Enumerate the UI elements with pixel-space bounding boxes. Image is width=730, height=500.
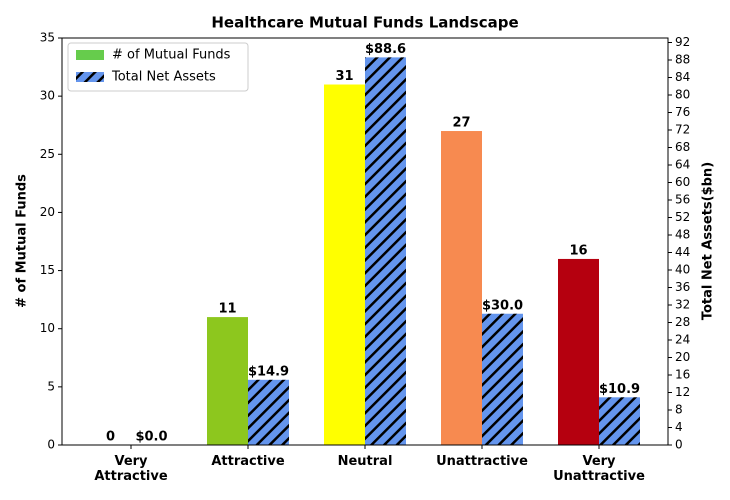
- y2-tick-label: 60: [675, 175, 690, 189]
- y2-tick-label: 68: [675, 140, 690, 154]
- legend-swatch-hatch: [76, 72, 104, 82]
- y2-tick-label: 76: [675, 105, 690, 119]
- y2-tick-label: 8: [675, 403, 683, 417]
- y-tick-label: 0: [47, 438, 55, 452]
- data-label: 11: [218, 302, 236, 317]
- y2-tick-label: 88: [675, 53, 690, 67]
- y-tick-label: 25: [40, 147, 55, 161]
- bar: [207, 317, 248, 445]
- legend-swatch: [76, 50, 104, 60]
- y2-tick-label: 0: [675, 438, 683, 452]
- y-axis-label: # of Mutual Funds: [15, 174, 30, 308]
- bar: [324, 84, 365, 445]
- y2-tick-label: 92: [675, 35, 690, 49]
- plot-frame: [61, 37, 669, 446]
- y2-tick-label: 40: [675, 263, 690, 277]
- y2-tick-label: 80: [675, 88, 690, 102]
- bar: [558, 258, 599, 445]
- y2-tick-label: 72: [675, 123, 690, 137]
- x-tick-label: Very Attractive: [94, 454, 168, 484]
- y-tick-label: 20: [40, 205, 55, 219]
- y2-tick-label: 4: [675, 420, 683, 434]
- bar-hatch: [482, 313, 523, 445]
- legend-label: Total Net Assets: [111, 70, 216, 85]
- y2-tick-label: 84: [675, 70, 690, 84]
- y2-axis-label: Total Net Assets($bn): [701, 162, 716, 320]
- data-label: 27: [452, 116, 470, 131]
- y2-tick-label: 28: [675, 315, 690, 329]
- bar-hatch: [365, 57, 406, 445]
- legend: # of Mutual Funds Total Net Assets: [67, 42, 249, 92]
- bar: [441, 131, 482, 445]
- bar-hatch: [248, 379, 289, 445]
- y2-tick-label: 52: [675, 210, 690, 224]
- y2-tick-label: 16: [675, 368, 690, 382]
- y2-tick-label: 32: [675, 298, 690, 312]
- y-tick-label: 10: [40, 321, 55, 335]
- data-label: $14.9: [248, 364, 289, 379]
- legend-label: # of Mutual Funds: [112, 48, 231, 63]
- data-label: $88.6: [365, 42, 406, 57]
- data-label: $0.0: [135, 430, 167, 445]
- y-tick-label: 5: [47, 379, 55, 393]
- bar-hatch: [599, 397, 640, 445]
- data-label: $30.0: [482, 298, 523, 313]
- y-tick-label: 30: [40, 89, 55, 103]
- y2-tick-label: 20: [675, 350, 690, 364]
- chart-title: Healthcare Mutual Funds Landscape: [211, 14, 518, 32]
- x-tick-label: Unattractive: [436, 454, 528, 469]
- data-label: 0: [106, 430, 115, 445]
- y2-tick-label: 64: [675, 158, 690, 172]
- y2-tick-label: 12: [675, 385, 690, 399]
- data-label: $10.9: [599, 382, 640, 397]
- legend-box: [67, 42, 249, 92]
- x-tick-label: Neutral: [337, 454, 393, 469]
- y2-tick-label: 44: [675, 245, 690, 259]
- y2-tick-label: 24: [675, 333, 690, 347]
- x-tick-label: Attractive: [211, 454, 285, 469]
- y-tick-label: 15: [40, 263, 55, 277]
- y-tick-label: 35: [40, 31, 55, 45]
- y2-tick-label: 48: [675, 228, 690, 242]
- data-label: 16: [569, 243, 587, 258]
- x-tick-label: Very Unattractive: [553, 454, 645, 484]
- y2-tick-label: 36: [675, 280, 690, 294]
- data-label: 31: [335, 69, 353, 84]
- y2-tick-label: 56: [675, 193, 690, 207]
